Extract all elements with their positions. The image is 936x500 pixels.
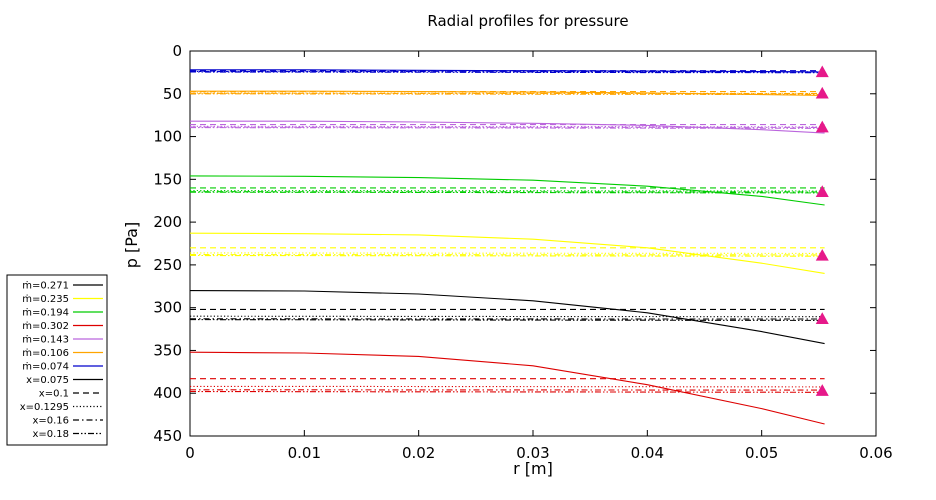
triangle-marker xyxy=(815,65,829,78)
y-tick-label: 200 xyxy=(153,213,182,231)
y-tick-label: 50 xyxy=(163,85,182,103)
y-tick-label: 350 xyxy=(153,341,182,359)
legend-label: ṁ=0.302 xyxy=(22,321,69,332)
triangle-marker xyxy=(815,120,829,133)
legend-label: ṁ=0.074 xyxy=(22,362,69,373)
series-line xyxy=(190,120,825,134)
series-line xyxy=(189,390,825,393)
legend-label: x=0.075 xyxy=(26,375,69,386)
legend-label: ṁ=0.194 xyxy=(22,308,69,319)
legend-label: x=0.1295 xyxy=(20,402,69,413)
series-line xyxy=(189,127,825,129)
legend-label: ṁ=0.106 xyxy=(22,348,69,359)
y-tick-label: 400 xyxy=(153,384,182,402)
series-line xyxy=(189,315,825,318)
series-line xyxy=(189,92,825,94)
y-tick-label: 100 xyxy=(153,128,182,146)
triangle-marker xyxy=(815,248,829,261)
series-line xyxy=(189,175,825,206)
chart-title: Radial profiles for pressure xyxy=(427,12,628,30)
triangle-marker xyxy=(815,384,829,396)
legend-label: ṁ=0.143 xyxy=(22,335,69,346)
x-axis-title: r [m] xyxy=(513,459,553,478)
x-tick-label: 0.05 xyxy=(745,444,778,462)
x-tick-label: 0.01 xyxy=(288,444,321,462)
series-line xyxy=(189,71,825,74)
legend-box xyxy=(6,274,108,446)
series-line xyxy=(189,254,825,257)
y-tick-label: 150 xyxy=(153,170,182,188)
y-axis: 0 50 100 150 200 250 300 350 400 450 xyxy=(153,42,876,445)
legend-label: x=0.16 xyxy=(32,416,69,427)
triangle-marker xyxy=(815,86,829,99)
x-tick-label: 0 xyxy=(185,444,195,462)
x-tick-label: 0.06 xyxy=(859,444,892,462)
series-line xyxy=(189,232,825,274)
legend-label: ṁ=0.271 xyxy=(22,281,69,292)
series-line xyxy=(189,351,825,425)
marker-layer xyxy=(815,65,829,396)
legend-label: x=0.18 xyxy=(32,429,69,440)
series-layer xyxy=(189,69,825,425)
x-axis: 0 0.01 0.02 0.03 0.04 0.05 0.06 xyxy=(185,51,893,462)
series-line xyxy=(189,290,825,345)
y-tick-label: 250 xyxy=(153,256,182,274)
x-tick-label: 0.03 xyxy=(516,444,549,462)
y-tick-label: 300 xyxy=(153,299,182,317)
series-line xyxy=(189,385,825,388)
y-tick-label: 0 xyxy=(172,42,182,60)
series-line xyxy=(189,189,825,192)
x-tick-label: 0.04 xyxy=(631,444,664,462)
legend-label: x=0.1 xyxy=(39,389,69,400)
series-line xyxy=(189,191,825,194)
y-tick-label: 450 xyxy=(153,427,182,445)
x-tick-label: 0.02 xyxy=(402,444,435,462)
series-line xyxy=(189,93,825,96)
series-line xyxy=(189,319,825,321)
triangle-marker xyxy=(815,312,829,324)
y-axis-title: p [Pa] xyxy=(122,222,141,268)
triangle-marker xyxy=(815,185,829,197)
series-line xyxy=(189,125,825,128)
series-line xyxy=(189,252,825,254)
legend-label: ṁ=0.235 xyxy=(22,294,69,305)
legend: ṁ=0.271 ṁ=0.235 ṁ=0.194 ṁ=0.302 ṁ=0.143 ṁ=0.1… xyxy=(6,274,108,446)
